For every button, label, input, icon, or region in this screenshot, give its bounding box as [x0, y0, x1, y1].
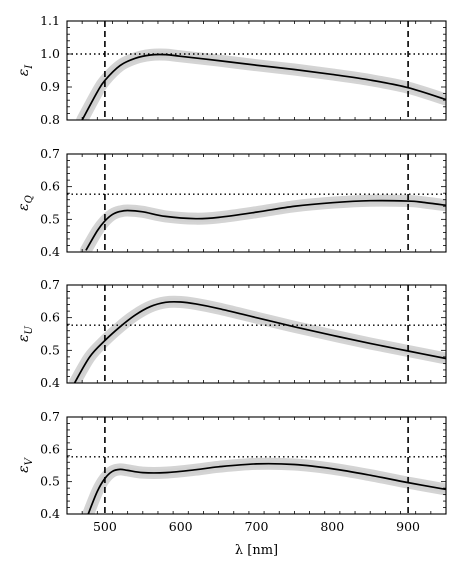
y-axis-label: εU: [16, 325, 35, 342]
y-tick-label: 0.5: [40, 342, 60, 357]
y-axis-label: εQ: [16, 195, 35, 211]
panel-frame: [66, 153, 447, 253]
x-tick-label: 500: [93, 519, 117, 534]
y-tick-label: 0.9: [40, 79, 60, 94]
uncertainty-band-inner: [84, 460, 446, 514]
y-axis-label-symbol: ε: [16, 465, 32, 473]
y-axis-label-subscript: I: [24, 64, 35, 70]
panel-frame: [66, 284, 447, 384]
y-tick-label: 0.6: [40, 179, 60, 194]
uncertainty-band-inner: [78, 51, 446, 120]
efficiency-curve: [87, 462, 446, 514]
x-tick-label: 700: [245, 519, 269, 534]
y-axis-label-subscript: V: [24, 456, 35, 465]
plot-area: [67, 417, 446, 514]
y-tick-label: 1.0: [40, 46, 60, 61]
plot-area: [67, 285, 446, 383]
y-tick-label: 0.4: [40, 506, 60, 521]
y-axis-label: εV: [16, 456, 35, 473]
efficiency-curve: [73, 300, 446, 383]
y-tick-label: 1.1: [40, 13, 60, 28]
uncertainty-band-inner: [82, 197, 446, 252]
y-axis-label: εI: [16, 64, 35, 77]
efficiency-curve: [81, 53, 446, 120]
y-tick-label: 0.5: [40, 211, 60, 226]
y-axis-label-symbol: ε: [16, 69, 32, 77]
y-axis-label-subscript: Q: [24, 195, 35, 203]
y-axis-label-symbol: ε: [16, 334, 32, 342]
x-tick-label: 800: [320, 519, 344, 534]
y-axis-label-symbol: ε: [16, 203, 32, 211]
panel-4: 0.4 0.5 0.6 0.7 εV 500 600 700 800 900 λ [nm]: [16, 409, 447, 558]
x-tick-label: 600: [169, 519, 193, 534]
plot-area: [67, 154, 446, 252]
panel-3: 0.4 0.5 0.6 0.7 εU: [16, 277, 447, 390]
panel-1: 0.8 0.9 1.0 1.1 εI: [16, 13, 447, 127]
x-tick-label: 900: [396, 519, 420, 534]
efficiency-curve: [85, 199, 446, 251]
uncertainty-band-outer: [68, 295, 446, 383]
y-tick-label: 0.7: [40, 277, 60, 292]
y-axis-label-subscript: U: [24, 325, 35, 334]
y-tick-label: 0.7: [40, 409, 60, 424]
y-tick-label: 0.4: [40, 244, 60, 259]
y-tick-label: 0.4: [40, 375, 60, 390]
y-tick-label: 0.6: [40, 441, 60, 456]
y-tick-label: 0.6: [40, 310, 60, 325]
y-tick-label: 0.7: [40, 146, 60, 161]
y-tick-label: 0.8: [40, 112, 60, 127]
x-axis-label: λ [nm]: [235, 543, 278, 558]
panel-frame: [66, 20, 447, 121]
panel-frame: [66, 416, 447, 515]
panel-2: 0.4 0.5 0.6 0.7 εQ: [16, 146, 447, 259]
plot-area: [67, 21, 446, 120]
y-tick-label: 0.5: [40, 474, 60, 489]
